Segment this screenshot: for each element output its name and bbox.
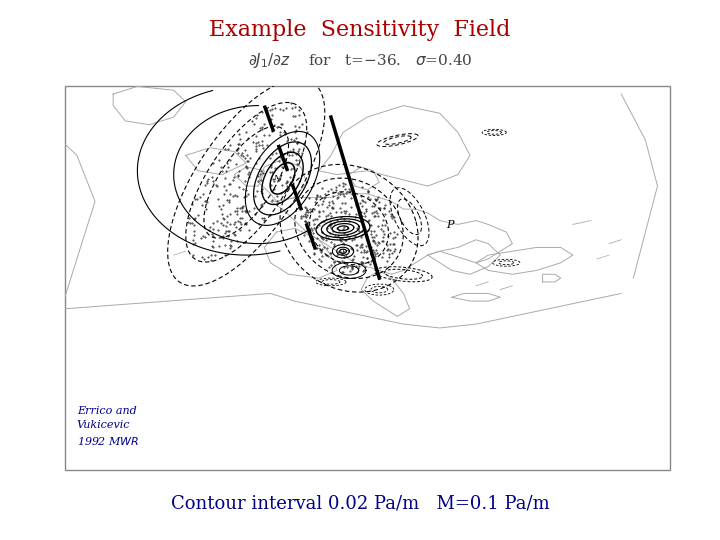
Text: Contour interval 0.02 Pa/m   M=0.1 Pa/m: Contour interval 0.02 Pa/m M=0.1 Pa/m: [171, 495, 549, 513]
Text: $\partial J_1/\partial z$    for   t=−36.   $\sigma$=0.40: $\partial J_1/\partial z$ for t=−36. $\s…: [248, 51, 472, 70]
Bar: [65, 86, 670, 470]
Text: P: P: [446, 220, 454, 230]
Text: Errico and
Vukicevic
1992 M$WR$: Errico and Vukicevic 1992 M$WR$: [77, 406, 140, 447]
Text: M: M: [274, 174, 282, 183]
Text: Example  Sensitivity  Field: Example Sensitivity Field: [210, 19, 510, 41]
Text: o: o: [340, 247, 344, 255]
